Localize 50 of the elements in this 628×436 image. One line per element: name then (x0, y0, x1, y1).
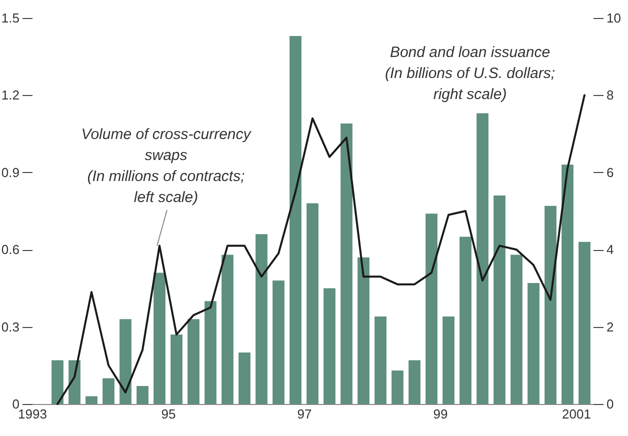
bar (476, 113, 488, 404)
x-tick-label: 2001 (562, 406, 591, 422)
bar (528, 283, 540, 404)
y-tick-label: 1.5 (1, 10, 20, 26)
y-tick-label: 0.9 (1, 164, 20, 180)
bar (86, 396, 98, 404)
annotation: Volume of cross-currency swaps (In millions of contracts; left scale) (81, 126, 252, 206)
bar (102, 378, 114, 404)
bar (578, 242, 590, 404)
bar (392, 370, 404, 404)
bar (324, 288, 336, 404)
bar (272, 280, 284, 404)
bar (306, 203, 318, 404)
y-tick-label: 0.3 (1, 319, 20, 334)
y-tick-label: 1.2 (1, 88, 20, 103)
x-tick-label: 97 (297, 406, 312, 422)
y2-tick-label: 2 (606, 319, 614, 334)
x-tick-label: 95 (161, 406, 176, 422)
bar (188, 319, 200, 404)
annotation: Bond and loan issuance (In billions of U.S. dollars; right scale) (384, 44, 556, 103)
bar (340, 124, 352, 404)
bar (170, 334, 182, 404)
bar (120, 319, 132, 404)
y2-tick-label: 4 (606, 242, 614, 258)
bar (562, 164, 574, 404)
bar (510, 254, 522, 404)
bar (204, 301, 216, 404)
y2-tick-label: 6 (606, 164, 614, 180)
bar (52, 360, 64, 404)
bar (374, 316, 386, 404)
y-tick-label: 0.6 (1, 242, 20, 258)
bar (460, 236, 472, 404)
bar (426, 214, 438, 404)
bar (290, 36, 302, 404)
y-tick-label: 0 (12, 396, 20, 412)
y2-tick-label: 8 (606, 88, 614, 103)
y2-tick-label: 0 (606, 396, 614, 412)
bar (358, 257, 370, 404)
bar (154, 272, 166, 404)
bar (256, 234, 268, 404)
x-tick-label: 1993 (18, 406, 47, 422)
bar (544, 206, 556, 404)
bar (408, 360, 420, 404)
bar (238, 352, 250, 404)
y2-tick-label: 10 (606, 10, 621, 26)
x-tick-label: 99 (433, 406, 448, 422)
bar (442, 316, 454, 404)
bar (136, 386, 148, 404)
bar (494, 196, 506, 404)
bar (222, 254, 234, 404)
